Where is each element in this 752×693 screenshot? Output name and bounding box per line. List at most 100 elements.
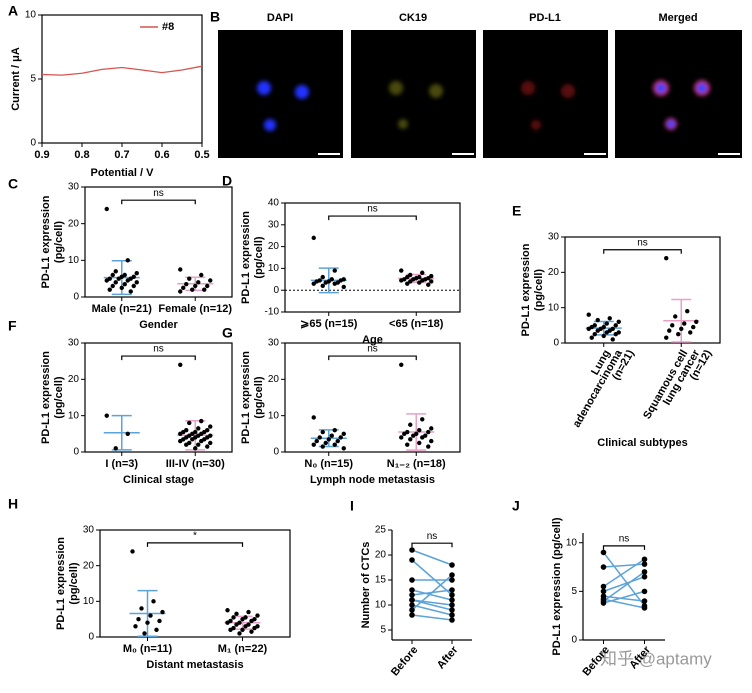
y-tick-label: 30 [268, 219, 280, 230]
data-point [320, 429, 325, 435]
pair-line [411, 559, 453, 596]
pair-line [603, 590, 645, 604]
y-tick-label: 10 [566, 537, 578, 548]
data-point [420, 270, 425, 275]
data-point [240, 616, 245, 622]
x-tick-label: M₀ (n=11) [123, 643, 173, 655]
data-point [113, 269, 118, 274]
data-point [595, 328, 600, 333]
data-point [604, 330, 609, 335]
data-point [125, 431, 130, 437]
y-tick-label: 30 [548, 232, 560, 243]
data-point [110, 272, 115, 278]
x-tick-label: After [435, 644, 461, 672]
data-point [160, 609, 165, 615]
y-axis-label: PD-L1 expression [40, 195, 52, 288]
panel-letter: I [350, 498, 354, 514]
x-tick-label: 0.9 [34, 149, 49, 161]
data-point [586, 326, 591, 332]
data-point [641, 598, 648, 604]
data-point [429, 426, 434, 431]
pair-line [411, 574, 453, 611]
data-point [311, 235, 316, 241]
data-point [341, 446, 346, 451]
data-point [184, 281, 189, 287]
y-axis-label: (pg/cell) [53, 376, 65, 419]
y-tick-label: 0 [273, 447, 279, 458]
panel-letter: J [512, 498, 520, 514]
y-axis-label: Number of CTCs [360, 542, 372, 629]
y-tick-label: 0 [273, 285, 279, 296]
pair-line [603, 576, 645, 593]
data-point [604, 321, 609, 326]
data-point [199, 438, 204, 444]
plot-frame [284, 202, 461, 313]
data-point [255, 613, 260, 618]
y-tick-label: 5 [571, 586, 577, 597]
pair-line [411, 599, 453, 611]
data-point [600, 600, 607, 606]
data-point [181, 285, 186, 291]
data-point [113, 446, 118, 451]
data-point [613, 331, 618, 337]
data-point [600, 583, 607, 590]
data-point [682, 321, 687, 326]
data-point [187, 276, 192, 281]
image-title: Merged [658, 12, 697, 24]
y-axis-label: PD-L1 expression [55, 537, 67, 630]
data-point [664, 256, 669, 261]
data-point [332, 268, 337, 273]
data-point [122, 281, 127, 287]
pair-line [411, 549, 453, 566]
data-point [178, 289, 183, 294]
data-point [417, 428, 422, 433]
data-point [409, 602, 415, 608]
data-point [178, 267, 183, 272]
data-point [616, 319, 621, 324]
data-point [679, 326, 684, 332]
data-point [249, 618, 254, 624]
data-point [338, 435, 343, 440]
significance-label: ns [619, 533, 630, 544]
data-point [134, 270, 139, 276]
data-point [130, 549, 135, 554]
data-point [449, 572, 455, 578]
data-point [142, 631, 147, 636]
data-point [234, 611, 239, 617]
data-point [199, 418, 204, 424]
data-point [420, 417, 425, 422]
data-point [449, 592, 455, 598]
significance-label: ns [427, 531, 438, 542]
data-point [178, 431, 183, 437]
data-point [317, 435, 322, 440]
pair-line [603, 563, 645, 568]
significance-label: ns [153, 344, 164, 355]
data-point [341, 431, 346, 437]
data-point [208, 440, 213, 446]
x-tick-label: 0.8 [74, 149, 89, 161]
y-axis-label: (pg/cell) [533, 269, 545, 312]
y-tick-label: 20 [548, 267, 560, 278]
x-axis-label: Clinical stage [123, 474, 194, 486]
data-point [670, 323, 675, 328]
data-point [252, 625, 257, 631]
data-point [178, 438, 183, 444]
data-point [641, 605, 648, 611]
pair-line [411, 599, 453, 606]
data-point [119, 285, 124, 291]
x-tick-label: <65 (n=18) [389, 318, 444, 330]
data-point [107, 287, 112, 292]
significance-label: ns [637, 237, 648, 248]
data-point [601, 333, 606, 339]
data-point [409, 547, 415, 553]
panel-letter: D [222, 173, 232, 189]
plot-frame [99, 529, 291, 638]
y-tick-label: 5 [30, 74, 36, 85]
data-point [607, 316, 612, 321]
plot-frame [284, 342, 461, 453]
panel-letter: A [8, 3, 18, 19]
significance-bracket [121, 199, 196, 205]
data-point [694, 319, 699, 324]
y-tick-label: 10 [268, 410, 280, 421]
data-point [399, 362, 404, 367]
